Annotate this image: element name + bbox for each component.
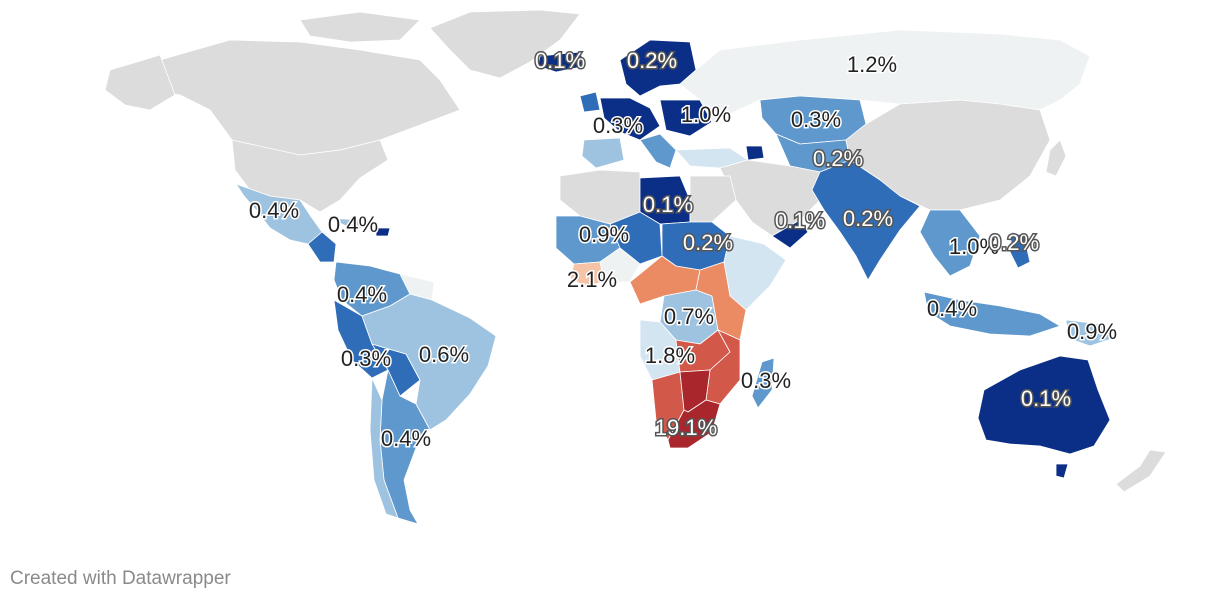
map-label: 0.4%: [927, 296, 977, 321]
country-southeast-asia[interactable]: [919, 209, 981, 277]
map-label: 0.2%: [627, 48, 677, 73]
country-australia[interactable]: [977, 355, 1111, 455]
map-label: 0.3%: [593, 113, 643, 138]
map-label: 0.1%: [775, 208, 825, 233]
map-label: 1.0%: [681, 102, 731, 127]
country-egypt[interactable]: [689, 175, 737, 223]
map-label: 0.3%: [791, 107, 841, 132]
country-japan[interactable]: [1045, 139, 1067, 177]
country-india[interactable]: [811, 159, 921, 281]
country-new-zealand[interactable]: [1115, 449, 1167, 493]
map-label: 1.2%: [847, 52, 897, 77]
country-gulf-of-guinea[interactable]: [569, 261, 605, 287]
country-canada-arctic-islands[interactable]: [299, 11, 421, 43]
country-papua[interactable]: [1065, 319, 1115, 347]
map-label: 0.2%: [843, 206, 893, 231]
country-chile[interactable]: [369, 377, 399, 519]
map-label: 0.2%: [683, 230, 733, 255]
country-iberia[interactable]: [581, 137, 625, 169]
country-western-europe[interactable]: [599, 97, 661, 141]
country-caucasus[interactable]: [745, 145, 765, 161]
country-indonesia[interactable]: [923, 291, 1061, 337]
country-haiti[interactable]: [375, 227, 391, 237]
map-label: 0.1%: [535, 48, 585, 73]
country-central-america[interactable]: [307, 231, 337, 263]
country-madagascar[interactable]: [751, 357, 775, 409]
country-tasmania[interactable]: [1055, 463, 1069, 479]
map-label: 0.6%: [419, 342, 469, 367]
country-canada[interactable]: [149, 39, 461, 159]
map-label: 0.3%: [741, 368, 791, 393]
map-label: 0.1%: [1021, 386, 1071, 411]
map-label: 19.1%: [655, 415, 717, 440]
map-label: 0.1%: [643, 192, 693, 217]
country-philippines[interactable]: [1009, 231, 1031, 269]
map-label: 1.0%: [949, 234, 999, 259]
country-brazil[interactable]: [361, 293, 497, 431]
countries-layer: [104, 9, 1167, 525]
map-label: 1.8%: [645, 343, 695, 368]
country-italy-balkans[interactable]: [639, 133, 677, 169]
datawrapper-credit[interactable]: Created with Datawrapper: [10, 568, 231, 589]
map-label: 0.9%: [1067, 319, 1117, 344]
map-label: 0.2%: [989, 230, 1039, 255]
country-cuba[interactable]: [329, 217, 373, 229]
map-label: 0.4%: [337, 282, 387, 307]
country-middle-east[interactable]: [719, 159, 821, 237]
country-yemen-oman[interactable]: [771, 219, 809, 249]
value-labels-layer: 0.1% 0.2% 1.2% 1.0% 0.3% 0.3% 0.2% 0.4% …: [247, 46, 1118, 452]
map-label: 0.4%: [249, 198, 299, 223]
map-label: 0.9%: [579, 222, 629, 247]
map-label: 2.1%: [567, 267, 617, 292]
country-south-africa[interactable]: [667, 399, 721, 449]
map-label: 0.4%: [381, 426, 431, 451]
country-eastern-europe[interactable]: [659, 99, 713, 137]
country-greenland[interactable]: [429, 9, 581, 79]
map-label: 0.4%: [328, 212, 378, 237]
map-label: 0.3%: [341, 346, 391, 371]
country-alaska[interactable]: [104, 54, 176, 111]
map-label: 0.7%: [664, 304, 714, 329]
country-iceland[interactable]: [537, 51, 587, 73]
map-label: 0.2%: [813, 146, 863, 171]
country-uk[interactable]: [579, 91, 601, 113]
